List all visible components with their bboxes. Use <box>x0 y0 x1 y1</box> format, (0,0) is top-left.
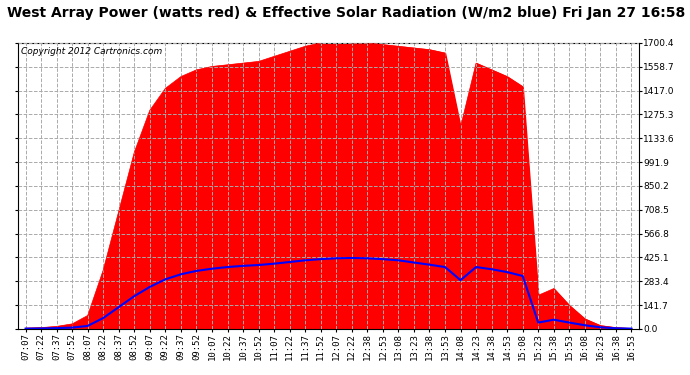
Text: West Array Power (watts red) & Effective Solar Radiation (W/m2 blue) Fri Jan 27 : West Array Power (watts red) & Effective… <box>7 6 685 20</box>
Text: Copyright 2012 Cartronics.com: Copyright 2012 Cartronics.com <box>21 47 162 56</box>
